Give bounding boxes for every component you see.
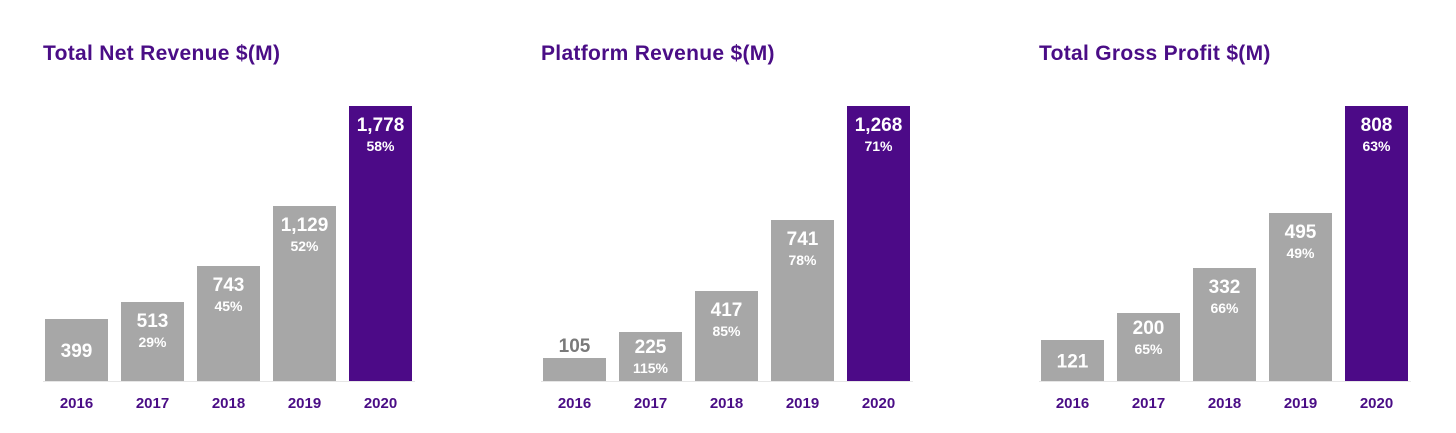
bar-value-label: 121 [1057,352,1089,373]
bar-value-label: 1,778 [357,115,405,136]
x-tick-label: 2016 [1056,395,1089,412]
x-tick-label: 2017 [634,395,667,412]
bar-value-label: 1,129 [281,215,329,236]
bar-value-label: 225 [635,337,667,358]
bar-growth-label: 52% [290,238,319,254]
x-tick-label: 2019 [786,395,819,412]
bar-growth-label: 78% [788,252,817,268]
bar-2016 [1041,340,1104,381]
bar-value-label: 399 [61,341,93,362]
x-tick-label: 2018 [710,395,743,412]
bar-chart-platform-revenue: 105 2016 225 115% 2017 417 85% 2018 741 78% 2019 1,… [541,106,913,412]
chart-title: Platform Revenue $(M) [541,42,775,65]
bar-growth-label: 45% [214,298,243,314]
bar-growth-label: 58% [366,138,395,154]
bar-2020 [847,106,910,381]
bar-2019 [1269,213,1332,381]
bar-growth-label: 29% [138,334,167,350]
bar-2019 [771,220,834,381]
chart-title: Total Net Revenue $(M) [43,42,281,65]
bar-value-label: 513 [137,311,169,332]
bar-value-label: 332 [1209,277,1241,298]
x-tick-label: 2017 [136,395,169,412]
x-tick-label: 2018 [212,395,245,412]
bar-value-label: 741 [787,229,819,250]
bar-2018 [1193,268,1256,381]
chart-panel-total-net-revenue: Total Net Revenue $(M) 399 2016 513 29% 2017… [43,0,463,433]
chart-panel-total-gross-profit: Total Gross Profit $(M) 121 2016 200 65% 201… [1039,0,1456,433]
bar-value-label: 417 [711,300,743,321]
x-tick-label: 2019 [288,395,321,412]
chart-panel-platform-revenue: Platform Revenue $(M) 105 2016 225 115% 2017… [541,0,961,433]
bar-2016 [543,358,606,381]
bar-value-label: 743 [213,275,245,296]
bar-chart-total-net-revenue: 399 2016 513 29% 2017 743 45% 2018 1,129 52% 2019 1… [43,106,415,412]
bar-value-label: 495 [1285,222,1317,243]
x-tick-label: 2020 [862,395,895,412]
x-tick-label: 2020 [1360,395,1393,412]
bar-2017 [619,332,682,381]
bar-2020 [1345,106,1408,381]
bar-growth-label: 71% [864,138,893,154]
bar-growth-label: 65% [1134,341,1163,357]
bar-chart-total-gross-profit: 121 2016 200 65% 2017 332 66% 2018 495 49% 2019 808… [1039,106,1411,412]
bar-2018 [695,291,758,381]
bar-growth-label: 66% [1210,300,1239,316]
x-tick-label: 2020 [364,395,397,412]
bar-value-label: 105 [559,336,591,357]
bar-growth-label: 115% [633,360,669,376]
x-tick-label: 2019 [1284,395,1317,412]
bar-2020 [349,106,412,381]
bar-growth-label: 85% [712,323,741,339]
bar-value-label: 1,268 [855,115,903,136]
x-tick-label: 2016 [558,395,591,412]
bar-2017 [1117,313,1180,381]
x-tick-label: 2017 [1132,395,1165,412]
x-tick-label: 2018 [1208,395,1241,412]
bar-growth-label: 63% [1362,138,1391,154]
bar-2018 [197,266,260,381]
bar-value-label: 200 [1133,318,1165,339]
chart-title: Total Gross Profit $(M) [1039,42,1271,65]
bar-2017 [121,302,184,381]
bar-2016 [45,319,108,381]
bar-value-label: 808 [1361,115,1393,136]
bar-growth-label: 49% [1286,245,1315,261]
x-tick-label: 2016 [60,395,93,412]
bar-2019 [273,206,336,381]
